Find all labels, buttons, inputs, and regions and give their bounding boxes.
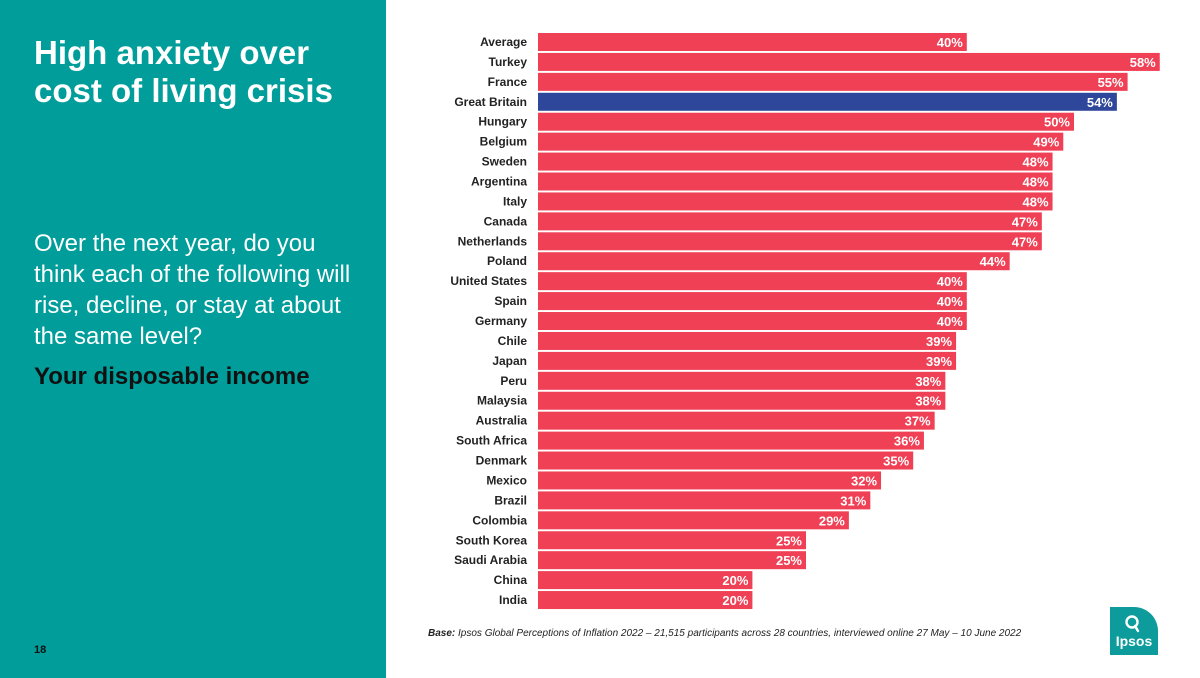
bar-south-africa (538, 431, 924, 450)
category-label-japan: Japan (492, 354, 527, 368)
bar-china (538, 571, 753, 590)
category-label-denmark: Denmark (476, 454, 528, 468)
category-label-spain: Spain (494, 294, 527, 308)
category-label-belgium: Belgium (480, 135, 527, 149)
value-label-saudi-arabia: 25% (776, 553, 802, 568)
category-label-colombia: Colombia (472, 513, 527, 527)
value-label-japan: 39% (926, 354, 952, 369)
category-label-italy: Italy (503, 194, 527, 208)
value-label-brazil: 31% (840, 493, 866, 508)
bar-poland (538, 252, 1010, 271)
category-label-great-britain: Great Britain (454, 95, 527, 109)
value-label-peru: 38% (915, 374, 941, 389)
category-label-peru: Peru (500, 374, 527, 388)
bar-colombia (538, 511, 849, 530)
value-label-united-states: 40% (937, 274, 963, 289)
value-label-spain: 40% (937, 294, 963, 309)
bar-france (538, 72, 1128, 91)
value-label-india: 20% (722, 593, 748, 608)
category-label-hungary: Hungary (478, 115, 527, 129)
value-label-italy: 48% (1023, 194, 1049, 209)
category-label-netherlands: Netherlands (458, 234, 528, 248)
bar-italy (538, 192, 1053, 211)
bar-netherlands (538, 232, 1042, 251)
base-label: Base: (428, 628, 456, 639)
side-panel: High anxiety over cost of living crisis … (0, 0, 386, 678)
value-label-argentina: 48% (1023, 175, 1049, 190)
base-note: Base: Ipsos Global Perceptions of Inflat… (428, 628, 1108, 639)
value-label-mexico: 32% (851, 473, 877, 488)
bar-sweden (538, 152, 1053, 171)
value-label-canada: 47% (1012, 214, 1038, 229)
value-label-netherlands: 47% (1012, 234, 1038, 249)
value-label-chile: 39% (926, 334, 952, 349)
page-title: High anxiety over cost of living crisis (34, 34, 333, 109)
value-label-south-africa: 36% (894, 434, 920, 449)
bar-saudi-arabia (538, 551, 806, 570)
category-label-average: Average (480, 35, 527, 49)
bar-chart: Average 40% Turkey 58% France 55% Great Britai… (450, 33, 1160, 610)
bar-germany (538, 312, 967, 331)
bar-canada (538, 212, 1042, 231)
page-number: 18 (34, 644, 47, 656)
value-label-poland: 44% (980, 254, 1006, 269)
bar-hungary (538, 112, 1074, 131)
survey-question: Over the next year, do you think each of… (34, 230, 351, 350)
value-label-south-korea: 25% (776, 533, 802, 548)
category-label-india: India (499, 593, 527, 607)
bar-spain (538, 292, 967, 311)
category-label-germany: Germany (475, 314, 527, 328)
category-label-saudi-arabia: Saudi Arabia (454, 553, 527, 567)
bar-chile (538, 331, 957, 350)
bar-japan (538, 351, 957, 370)
category-label-argentina: Argentina (471, 175, 527, 189)
category-label-canada: Canada (484, 214, 528, 228)
category-label-france: France (488, 75, 528, 89)
bar-malaysia (538, 391, 946, 410)
bar-average (538, 33, 967, 51)
value-label-france: 55% (1098, 75, 1124, 90)
bar-denmark (538, 451, 914, 470)
bar-brazil (538, 491, 871, 510)
survey-subject: Your disposable income (34, 363, 310, 390)
base-text: Ipsos Global Perceptions of Inflation 20… (458, 628, 1022, 639)
value-label-malaysia: 38% (915, 394, 941, 409)
bar-south-korea (538, 531, 806, 550)
value-label-turkey: 58% (1130, 55, 1156, 70)
value-label-sweden: 48% (1023, 155, 1049, 170)
value-label-germany: 40% (937, 314, 963, 329)
ipsos-logo-icon (1125, 615, 1140, 633)
value-label-belgium: 49% (1033, 135, 1059, 150)
value-label-average: 40% (937, 35, 963, 50)
bar-australia (538, 411, 935, 430)
category-label-china: China (494, 573, 528, 587)
category-label-united-states: United States (450, 274, 527, 288)
bar-great-britain (538, 92, 1117, 111)
category-label-south-africa: South Africa (456, 434, 527, 448)
bar-turkey (538, 52, 1160, 71)
category-label-chile: Chile (498, 334, 528, 348)
category-label-turkey: Turkey (489, 55, 528, 69)
value-label-denmark: 35% (883, 454, 909, 469)
bar-peru (538, 371, 946, 390)
category-label-mexico: Mexico (486, 473, 527, 487)
category-label-brazil: Brazil (494, 493, 527, 507)
value-label-great-britain: 54% (1087, 95, 1113, 110)
value-label-hungary: 50% (1044, 115, 1070, 130)
value-label-colombia: 29% (819, 513, 845, 528)
bar-mexico (538, 471, 882, 490)
bar-united-states (538, 272, 967, 291)
ipsos-logo: Ipsos (1110, 607, 1158, 655)
bar-belgium (538, 132, 1064, 151)
bar-india (538, 591, 753, 610)
category-label-poland: Poland (487, 254, 527, 268)
category-label-south-korea: South Korea (456, 533, 528, 547)
category-label-sweden: Sweden (482, 155, 527, 169)
value-label-australia: 37% (905, 414, 931, 429)
value-label-china: 20% (722, 573, 748, 588)
category-label-australia: Australia (476, 414, 528, 428)
bar-argentina (538, 172, 1053, 191)
category-label-malaysia: Malaysia (477, 394, 527, 408)
logo-text: Ipsos (1115, 633, 1153, 649)
